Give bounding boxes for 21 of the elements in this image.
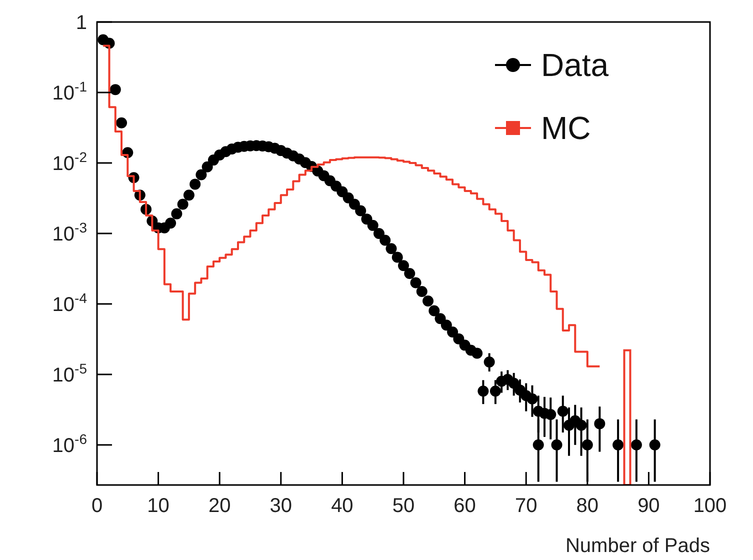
y-tick-label: 10$^{-4}$ <box>52 290 88 316</box>
x-tick-label: 50 <box>392 495 415 517</box>
x-tick-label: 100 <box>693 495 727 517</box>
x-tick-label: 70 <box>514 495 538 517</box>
y-tick-label: 10$^{-2}$ <box>52 148 88 175</box>
x-axis-title: Number of Pads <box>565 535 710 557</box>
x-tick-label: 40 <box>331 495 354 517</box>
x-tick-label: 20 <box>208 495 231 517</box>
y-tick-label: 10$^{-3}$ <box>52 219 88 246</box>
legend-label: MC <box>541 110 591 146</box>
y-tick-label: 10$^{-5}$ <box>52 360 88 386</box>
y-tick-label: 1 <box>76 12 87 34</box>
y-tick-label: 10$^{-6}$ <box>52 430 88 457</box>
x-tick-label: 30 <box>270 495 292 517</box>
x-tick-label: 60 <box>454 495 476 517</box>
x-tick-label: 0 <box>91 495 103 517</box>
x-tick-label: 80 <box>576 495 599 517</box>
x-tick-label: 90 <box>638 495 660 517</box>
y-tick-label: 10$^{-1}$ <box>52 78 88 104</box>
legend-label: Data <box>541 47 609 83</box>
x-tick-label: 10 <box>147 495 170 517</box>
